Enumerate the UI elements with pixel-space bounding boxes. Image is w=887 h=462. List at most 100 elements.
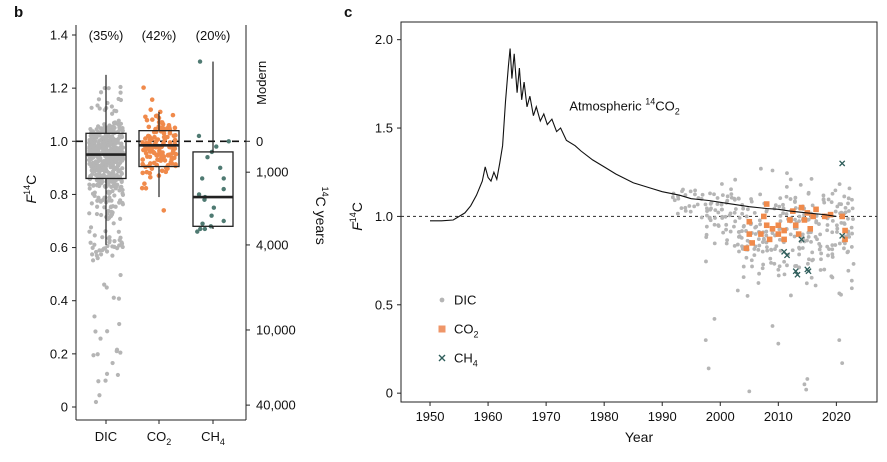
panel-c-dic-point bbox=[704, 232, 709, 237]
panel-c-dic-point bbox=[720, 182, 724, 186]
panel-b-category-label: CO2 bbox=[147, 429, 172, 447]
panel-c-dic-point bbox=[736, 196, 741, 201]
panel-c-dic-point bbox=[778, 196, 783, 201]
panel-c-dic-point bbox=[804, 281, 809, 286]
panel-c-dic-point bbox=[744, 214, 749, 219]
panel-c-dic-point bbox=[745, 207, 750, 212]
panel-b-point bbox=[97, 106, 102, 111]
panel-b-point bbox=[95, 352, 100, 357]
panel-b-point bbox=[102, 282, 107, 287]
panel-c-y-tick-label: 1.5 bbox=[375, 121, 393, 136]
panel-c-dic-point bbox=[760, 249, 765, 254]
panel-b-point bbox=[145, 154, 150, 159]
panel-b-point bbox=[95, 204, 100, 209]
panel-c-dic-point bbox=[753, 225, 758, 230]
panel-c-dic-point bbox=[741, 206, 746, 211]
panel-b-point bbox=[90, 245, 95, 251]
panel-b-point bbox=[89, 201, 94, 206]
panel-c-dic-point bbox=[788, 177, 793, 182]
panel-c-dic-point bbox=[851, 217, 855, 222]
panel-b-point bbox=[116, 229, 121, 234]
panel-c-dic-point bbox=[774, 244, 779, 249]
panel-c-legend-co2-label: CO2 bbox=[454, 322, 479, 340]
panel-b-point bbox=[118, 121, 124, 126]
panel-c-dic-point bbox=[777, 204, 782, 209]
panel-b-point bbox=[118, 84, 123, 90]
panel-c-dic-point bbox=[810, 203, 815, 208]
panel-b-point bbox=[119, 133, 124, 138]
panel-c-co2-point bbox=[746, 231, 753, 237]
panel-c-dic-point bbox=[765, 248, 770, 253]
panel-b-point bbox=[111, 221, 116, 226]
panel-c-dic-point bbox=[773, 247, 777, 251]
panel-b-point bbox=[157, 148, 162, 154]
panel-c-co2-point bbox=[795, 231, 802, 237]
panel-c-dic-point bbox=[835, 230, 839, 234]
panel-b-point bbox=[120, 244, 125, 250]
panel-c-dic-point bbox=[757, 243, 762, 248]
panel-b-point bbox=[120, 192, 126, 197]
panel-b-point bbox=[111, 120, 117, 126]
panel-b-point bbox=[163, 169, 169, 175]
panel-b-point bbox=[155, 157, 160, 162]
panel-b-y-tick-label: 1.0 bbox=[50, 134, 68, 149]
panel-b-point bbox=[112, 239, 117, 244]
panel-c-dic-point bbox=[725, 238, 729, 243]
panel-b-point bbox=[100, 146, 106, 152]
panel-c-dic-point bbox=[807, 257, 811, 262]
panel-c-dic-point bbox=[750, 264, 754, 269]
panel-b-point bbox=[148, 107, 154, 112]
panel-c-dic-point bbox=[688, 189, 693, 194]
panel-b-point bbox=[172, 125, 178, 131]
panel-b-point bbox=[140, 140, 145, 145]
panel-b-point bbox=[92, 242, 97, 247]
panel-c-dic-point bbox=[712, 222, 717, 227]
panel-c-dic-point bbox=[756, 247, 761, 252]
panel-b-category-label: CH4 bbox=[201, 429, 225, 447]
panel-c-dic-point bbox=[800, 232, 805, 237]
panel-c-dic-point bbox=[729, 187, 733, 192]
panel-b-point bbox=[198, 226, 203, 232]
panel-c-dic-point bbox=[784, 184, 789, 189]
panel-b-point bbox=[167, 140, 173, 145]
panel-c-dic-point bbox=[720, 207, 724, 212]
panel-c-dic-point bbox=[798, 182, 803, 187]
panel-c-dic-point bbox=[706, 366, 711, 371]
panel-c-y-tick-label: 0 bbox=[386, 386, 393, 401]
panel-b-point bbox=[103, 184, 108, 189]
panel-c-dic-point bbox=[850, 206, 855, 211]
panel-c-dic-point bbox=[851, 262, 856, 266]
panel-c-dic-point bbox=[769, 261, 773, 265]
panel-b-point bbox=[92, 193, 97, 199]
panel-c-dic-point bbox=[741, 264, 746, 269]
panel-c-dic-point bbox=[729, 192, 734, 196]
panel-c-co2-point bbox=[798, 204, 805, 211]
panel-b-point bbox=[162, 137, 168, 142]
panel-b-point bbox=[107, 123, 112, 128]
panel-b-point bbox=[197, 59, 203, 64]
panel-c-dic-point bbox=[788, 197, 793, 201]
panel-c-co2-point bbox=[810, 213, 816, 220]
panel-c-dic-point bbox=[756, 281, 761, 285]
panel-c-dic-point bbox=[737, 249, 741, 254]
panel-b-point bbox=[98, 90, 104, 95]
panel-c-dic-point bbox=[840, 361, 845, 366]
panel-c-dic-point bbox=[732, 197, 737, 202]
panel-c-dic-point bbox=[797, 265, 802, 270]
panel-b-point bbox=[105, 156, 110, 161]
panel-c-dic-point bbox=[839, 220, 844, 225]
panel-b-y-tick-label: 1.4 bbox=[50, 28, 68, 43]
panel-b-point bbox=[98, 174, 103, 179]
panel-c-dic-point bbox=[679, 206, 684, 211]
panel-b-point bbox=[149, 97, 155, 102]
panel-b-right-tick-label: 1,000 bbox=[256, 165, 289, 180]
panel-c-dic-point bbox=[740, 229, 744, 233]
panel-c-dic-point bbox=[830, 255, 835, 259]
panel-b-point bbox=[110, 134, 115, 139]
panel-c-x-tick-label: 1950 bbox=[416, 409, 445, 424]
panel-c-dic-point bbox=[843, 205, 848, 210]
panel-c-dic-point bbox=[818, 232, 823, 237]
panel-c-dic-point bbox=[681, 187, 685, 192]
panel-c-dic-point bbox=[782, 272, 787, 277]
panel-b-point bbox=[100, 235, 105, 240]
